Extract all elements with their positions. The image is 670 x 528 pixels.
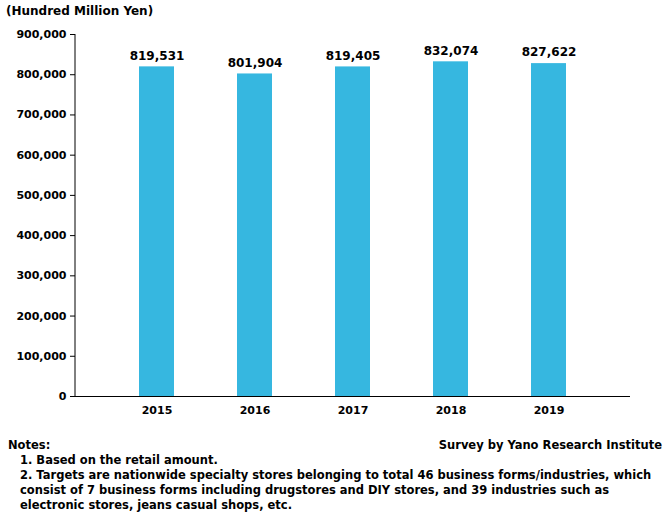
svg-text:832,074: 832,074 (424, 44, 479, 58)
html-text:(Hundred Million Yen): (Hundred Million Yen) (6, 4, 154, 18)
svg-text:600,000: 600,000 (16, 149, 66, 162)
svg-text:700,000: 700,000 (16, 108, 66, 121)
html-text:2. Targets are nationwide spec: 2. Targets are nationwide specialty stor… (20, 468, 652, 512)
svg-text:100,000: 100,000 (16, 350, 66, 363)
svg-text:2018: 2018 (436, 404, 467, 417)
svg-text:2017: 2017 (338, 404, 369, 417)
svg-text:819,405: 819,405 (326, 49, 381, 63)
svg-text:2016: 2016 (240, 404, 271, 417)
svg-text:801,904: 801,904 (228, 56, 283, 70)
html-text:1. Based on the retail amount.: 1. Based on the retail amount. (20, 453, 218, 467)
svg-text:400,000: 400,000 (16, 229, 66, 242)
svg-text:500,000: 500,000 (16, 189, 66, 202)
svg-text:0: 0 (59, 390, 67, 403)
svg-text:2019: 2019 (534, 404, 565, 417)
html-text:Notes:: Notes: (8, 438, 51, 452)
svg-text:200,000: 200,000 (16, 310, 66, 323)
svg-text:800,000: 800,000 (16, 68, 66, 81)
svg-text:2015: 2015 (142, 404, 173, 417)
svg-text:819,531: 819,531 (130, 49, 185, 63)
svg-text:827,622: 827,622 (522, 45, 577, 59)
svg-text:900,000: 900,000 (16, 28, 66, 41)
html-text:Survey by Yano Research Instit: Survey by Yano Research Institute (438, 438, 662, 452)
svg-text:300,000: 300,000 (16, 269, 66, 282)
